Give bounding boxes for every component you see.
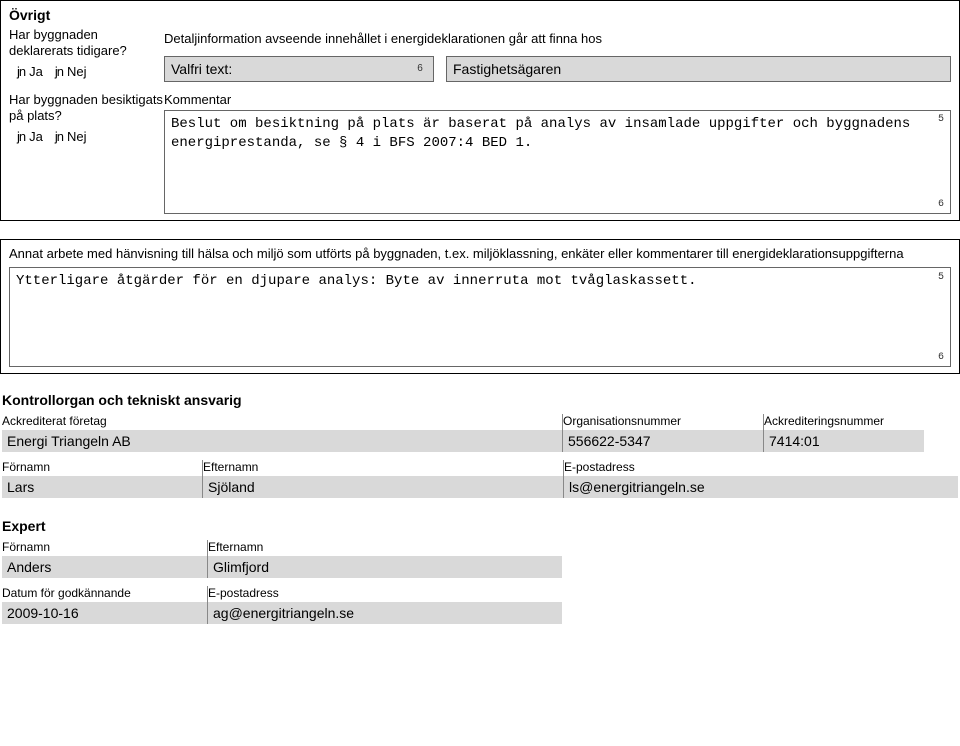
exp-epost-label: E-postadress [208,586,562,600]
expert-section: Expert Förnamn Anders Efternamn Glimfjor… [0,518,960,624]
kommentar-textarea[interactable]: Beslut om besiktning på plats är baserat… [164,110,951,214]
cell-fornamn: Förnamn Lars [2,460,202,498]
acknr-label: Ackrediteringsnummer [764,414,924,428]
fornamn-value: Lars [2,476,202,498]
radio-icon: jn [55,64,63,79]
expert-row-1: Förnamn Anders Efternamn Glimfjord [2,540,562,578]
exp-efternamn-label: Efternamn [208,540,562,554]
epost-label: E-postadress [564,460,958,474]
exp-fornamn-value: Anders [2,556,207,578]
fastighetsagaren-text: Fastighetsägaren [453,61,944,77]
q2-nej-radio[interactable]: jn Nej [55,129,87,144]
cell-acknr: Ackrediteringsnummer 7414:01 [764,414,924,452]
q2-radio-row: jn Ja jn Nej [17,129,164,144]
exp-datum-value: 2009-10-16 [2,602,207,624]
ovrigt-row-2: Har byggnaden besiktigats på plats? jn J… [9,92,951,214]
q2-nej-label: Nej [67,129,87,144]
orgnr-label: Organisationsnummer [563,414,763,428]
kontroll-row-2: Förnamn Lars Efternamn Sjöland E-postadr… [2,460,958,498]
exp-fornamn-label: Förnamn [2,540,207,554]
cell-epost: E-postadress ls@energitriangeln.se [564,460,958,498]
ack-foretag-label: Ackrediterat företag [2,414,562,428]
ovrigt-row-1: Har byggnaden deklarerats tidigare? jn J… [9,27,951,92]
radio-icon: jn [55,129,63,144]
q1-radio-row: jn Ja jn Nej [17,64,164,79]
scroll-up-icon: 5 [934,113,948,127]
valfri-label: Valfri text: [171,61,413,77]
exp-epost-value: ag@energitriangeln.se [208,602,562,624]
kontroll-row-1: Ackrediterat företag Energi Triangeln AB… [2,414,958,452]
valfri-text-field[interactable]: Valfri text: 6 [164,56,434,82]
fastighetsagaren-field[interactable]: Fastighetsägaren [446,56,951,82]
q2-label: Har byggnaden besiktigats på plats? [9,92,164,125]
q1-label: Har byggnaden deklarerats tidigare? [9,27,164,60]
cell-ack-foretag: Ackrediterat företag Energi Triangeln AB [2,414,562,452]
expert-row-2: Datum för godkännande 2009-10-16 E-posta… [2,586,562,624]
expert-title: Expert [2,518,958,534]
fornamn-label: Förnamn [2,460,202,474]
cell-exp-efternamn: Efternamn Glimfjord [208,540,562,578]
ack-foretag-value: Energi Triangeln AB [2,430,562,452]
q1-nej-radio[interactable]: jn Nej [55,64,87,79]
ovrigt-section: Övrigt Har byggnaden deklarerats tidigar… [0,0,960,221]
annat-text: Ytterligare åtgärder för en djupare anal… [16,273,697,289]
epost-value: ls@energitriangeln.se [564,476,958,498]
orgnr-value: 556622-5347 [563,430,763,452]
radio-icon: jn [17,64,25,79]
cell-exp-datum: Datum för godkännande 2009-10-16 [2,586,207,624]
q1-ja-radio[interactable]: jn Ja [17,64,43,79]
efternamn-label: Efternamn [203,460,563,474]
q1-ja-label: Ja [29,64,43,79]
detail-info-text: Detaljinformation avseende innehållet i … [164,31,951,46]
cell-exp-fornamn: Förnamn Anders [2,540,207,578]
q2-ja-label: Ja [29,129,43,144]
radio-icon: jn [17,129,25,144]
q2-ja-radio[interactable]: jn Ja [17,129,43,144]
kommentar-label: Kommentar [164,92,951,107]
cell-orgnr: Organisationsnummer 556622-5347 [563,414,763,452]
ovrigt-title: Övrigt [9,7,951,23]
kommentar-text: Beslut om besiktning på plats är baserat… [171,116,919,151]
scroll-up-icon: 5 [934,270,948,284]
annat-textarea[interactable]: Ytterligare åtgärder för en djupare anal… [9,267,951,367]
cell-exp-epost: E-postadress ag@energitriangeln.se [208,586,562,624]
cell-efternamn: Efternamn Sjöland [203,460,563,498]
efternamn-value: Sjöland [203,476,563,498]
scroll-marker-icon: 6 [413,65,427,73]
kontroll-section: Kontrollorgan och tekniskt ansvarig Ackr… [0,392,960,498]
exp-datum-label: Datum för godkännande [2,586,207,600]
q1-nej-label: Nej [67,64,87,79]
exp-efternamn-value: Glimfjord [208,556,562,578]
kontroll-title: Kontrollorgan och tekniskt ansvarig [2,392,958,408]
annat-section: Annat arbete med hänvisning till hälsa o… [0,239,960,374]
annat-label: Annat arbete med hänvisning till hälsa o… [9,246,951,263]
scroll-down-icon: 6 [934,350,948,364]
valfri-row: Valfri text: 6 Fastighetsägaren [164,56,951,82]
scroll-down-icon: 6 [934,197,948,211]
acknr-value: 7414:01 [764,430,924,452]
